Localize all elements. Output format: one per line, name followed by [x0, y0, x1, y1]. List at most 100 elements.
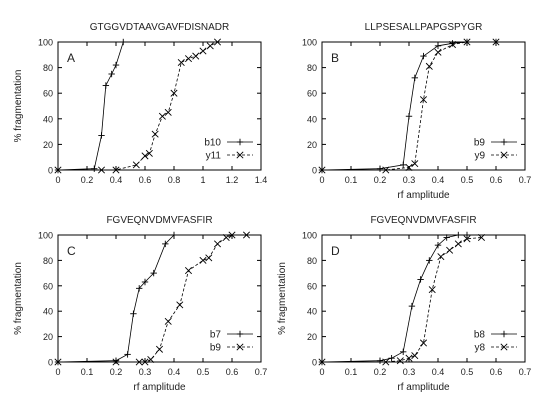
data-point: [420, 52, 427, 60]
x-tick-label: 0.7: [519, 367, 532, 377]
data-point-x-b: [448, 41, 457, 49]
panel-c: FGVEQNVDMVFASFIR 0 0.1 0.2 0.3 0.4 0.5 0.6 0.7 0 2…: [13, 215, 267, 393]
data-point: [54, 166, 62, 174]
data-point: [177, 58, 185, 66]
legend-label: b9: [474, 138, 486, 149]
data-point: [419, 96, 428, 104]
y-tick-label: 40: [43, 307, 53, 317]
x-tick-label: 0.5: [461, 367, 474, 377]
x-tick-label: 0.4: [432, 175, 445, 185]
series-line: [322, 41, 496, 171]
data-point-x-b: [236, 151, 244, 159]
data-point: [192, 52, 200, 60]
data-point-x-b: [97, 166, 106, 174]
y-tick-label: 80: [43, 63, 53, 73]
x-tick-label: 0.2: [110, 367, 123, 377]
x-tick-label: 0.5: [461, 175, 474, 185]
data-point: [184, 267, 193, 275]
data-point-x-b: [228, 231, 236, 239]
series-line: [58, 41, 218, 171]
data-point: [170, 231, 178, 239]
data-point: [213, 38, 222, 46]
panel-d: FGVEQNVDMVFASFIR 0 0.1 0.2 0.3 0.4 0.5 0.6 0.7 0 2…: [277, 215, 531, 393]
x-tick-label: 0.1: [345, 175, 358, 185]
x-tick-label: 0.3: [139, 367, 152, 377]
data-point: [120, 38, 127, 46]
data-point-x-b: [112, 358, 120, 366]
data-point: [112, 166, 120, 174]
data-point-x-b: [141, 358, 149, 366]
data-point-x-b: [454, 240, 462, 248]
data-point: [454, 240, 462, 248]
data-point: [417, 276, 424, 283]
data-point: [408, 302, 416, 310]
data-point-x-b: [411, 160, 419, 168]
data-point-x-b: [434, 48, 442, 56]
data-point: [492, 38, 500, 46]
data-point: [434, 241, 442, 249]
data-point-x-b: [318, 358, 326, 366]
legend-entry: y8: [474, 343, 517, 354]
series-b9: [54, 231, 251, 366]
x-tick-label: 0.6: [490, 175, 503, 185]
data-point: [97, 166, 106, 174]
y-tick-label: 20: [307, 332, 317, 342]
data-point-x-b: [396, 357, 404, 365]
data-point: [136, 285, 143, 292]
legend-label: y8: [474, 343, 485, 354]
data-point-x-b: [437, 253, 445, 261]
data-point-x-b: [500, 343, 508, 351]
data-point-x-b: [222, 234, 230, 242]
data-point-x-b: [318, 166, 326, 174]
series-line: [321, 41, 496, 171]
x-axis-label: rf amplitude: [133, 382, 186, 393]
y-tick-label: 0: [48, 166, 53, 176]
data-point-x-b: [164, 317, 172, 325]
data-point-x-b: [135, 358, 143, 366]
x-tick-label: 0.3: [403, 367, 416, 377]
data-point-x-b: [382, 358, 390, 366]
data-point: [446, 246, 454, 254]
data-point: [176, 301, 184, 309]
data-point: [434, 42, 442, 50]
series-b7: [54, 231, 178, 366]
panel-a: GTGGVDTAAVGAVFDISNADR 0 0.2 0.4 0.6 0.8 1 1.2 1.…: [13, 22, 267, 185]
data-point-x-b: [54, 166, 62, 174]
legend-entry: b10: [204, 138, 253, 149]
data-point-x-b: [206, 42, 214, 50]
data-point-x-b: [446, 246, 454, 254]
x-tick-label: 0: [319, 367, 324, 377]
data-point: [405, 113, 413, 120]
data-point: [141, 358, 149, 366]
data-point: [98, 132, 105, 139]
panel-letter: A: [67, 51, 75, 65]
data-point-x-b: [147, 355, 155, 363]
data-point: [124, 351, 131, 358]
data-point: [242, 231, 251, 239]
data-point: [428, 286, 436, 294]
data-point: [411, 352, 419, 360]
data-point: [112, 357, 120, 364]
data-point-x-b: [213, 240, 222, 248]
chart-title: GTGGVDTAAVGAVFDISNADR: [90, 22, 229, 33]
data-point: [54, 358, 62, 366]
x-tick-label: 1.4: [255, 175, 268, 185]
y-tick-label: 60: [43, 281, 53, 291]
data-point: [205, 254, 213, 262]
data-point-x-b: [411, 352, 419, 360]
legend-entry: b8: [474, 330, 517, 341]
plot-frame: [57, 234, 262, 363]
data-point-x-b: [477, 234, 486, 242]
data-point-x-b: [164, 108, 172, 116]
y-axis-label: % fragmentation: [277, 262, 288, 335]
x-tick-label: 0.2: [374, 367, 387, 377]
data-point: [382, 358, 390, 366]
legend-entry: y11: [206, 151, 253, 162]
x-tick-label: 0.2: [81, 175, 94, 185]
data-point: [170, 89, 178, 97]
plot-frame: [321, 41, 526, 171]
data-point-x-b: [158, 112, 166, 120]
x-tick-label: 0.8: [168, 175, 181, 185]
data-point-x-b: [405, 354, 413, 362]
